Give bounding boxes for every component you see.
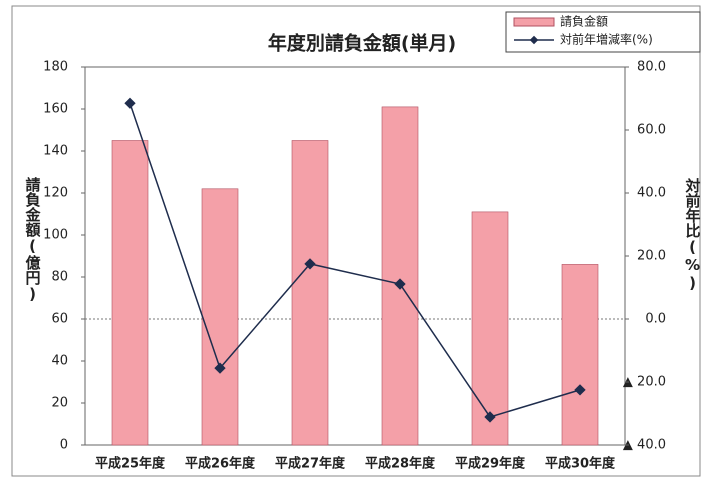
line-marker: [574, 384, 586, 396]
x-tick-label: 平成28年度: [365, 456, 436, 472]
x-tick-label: 平成27年度: [275, 456, 346, 472]
x-tick-label: 平成25年度: [95, 456, 166, 472]
legend-box: [505, 11, 701, 53]
legend-swatch: [513, 17, 555, 27]
line-marker: [124, 97, 136, 109]
line-marker: [214, 362, 226, 374]
y-tick-label: 0: [60, 438, 68, 453]
y-tick-label: 180: [43, 60, 68, 75]
y-tick-label: 160: [43, 102, 68, 117]
bar: [471, 211, 509, 446]
y2-tick-label: 60.0: [637, 123, 666, 138]
y-tick-label: 140: [43, 144, 68, 159]
line: [129, 102, 581, 418]
bar: [291, 140, 329, 446]
y2-tick-label: 20.0: [637, 249, 666, 264]
y2-axis-label: 対前年比(%): [684, 177, 702, 292]
x-tick-label: 平成29年度: [455, 456, 526, 472]
chart-title: 年度別請負金額(単月): [268, 32, 456, 55]
bar: [381, 106, 419, 446]
y-axis-label: 請負金額(億円): [24, 176, 42, 303]
y-tick-label: 80: [51, 270, 68, 285]
y2-tick-label: ▲ 40.0: [623, 438, 666, 453]
y2-tick-label: 0.0: [645, 312, 666, 327]
bar: [561, 264, 599, 446]
bar: [111, 140, 149, 446]
y-tick-label: 20: [51, 396, 68, 411]
line-marker: [304, 258, 316, 270]
legend-label: 対前年増減率(%): [560, 32, 653, 47]
chart-frame: [11, 5, 701, 477]
bar: [201, 188, 239, 446]
y2-tick-label: 40.0: [637, 186, 666, 201]
plot-area: [84, 66, 626, 446]
y-tick-label: 100: [43, 228, 68, 243]
legend-label: 請負金額: [560, 14, 608, 29]
y2-tick-label: 80.0: [637, 60, 666, 75]
y2-tick-label: ▲ 20.0: [623, 375, 666, 390]
line-marker: [394, 278, 406, 290]
y-tick-label: 60: [51, 312, 68, 327]
x-tick-label: 平成30年度: [545, 456, 616, 472]
line-marker: [484, 411, 496, 423]
y-tick-label: 40: [51, 354, 68, 369]
x-tick-label: 平成26年度: [185, 456, 256, 472]
y-tick-label: 120: [43, 186, 68, 201]
